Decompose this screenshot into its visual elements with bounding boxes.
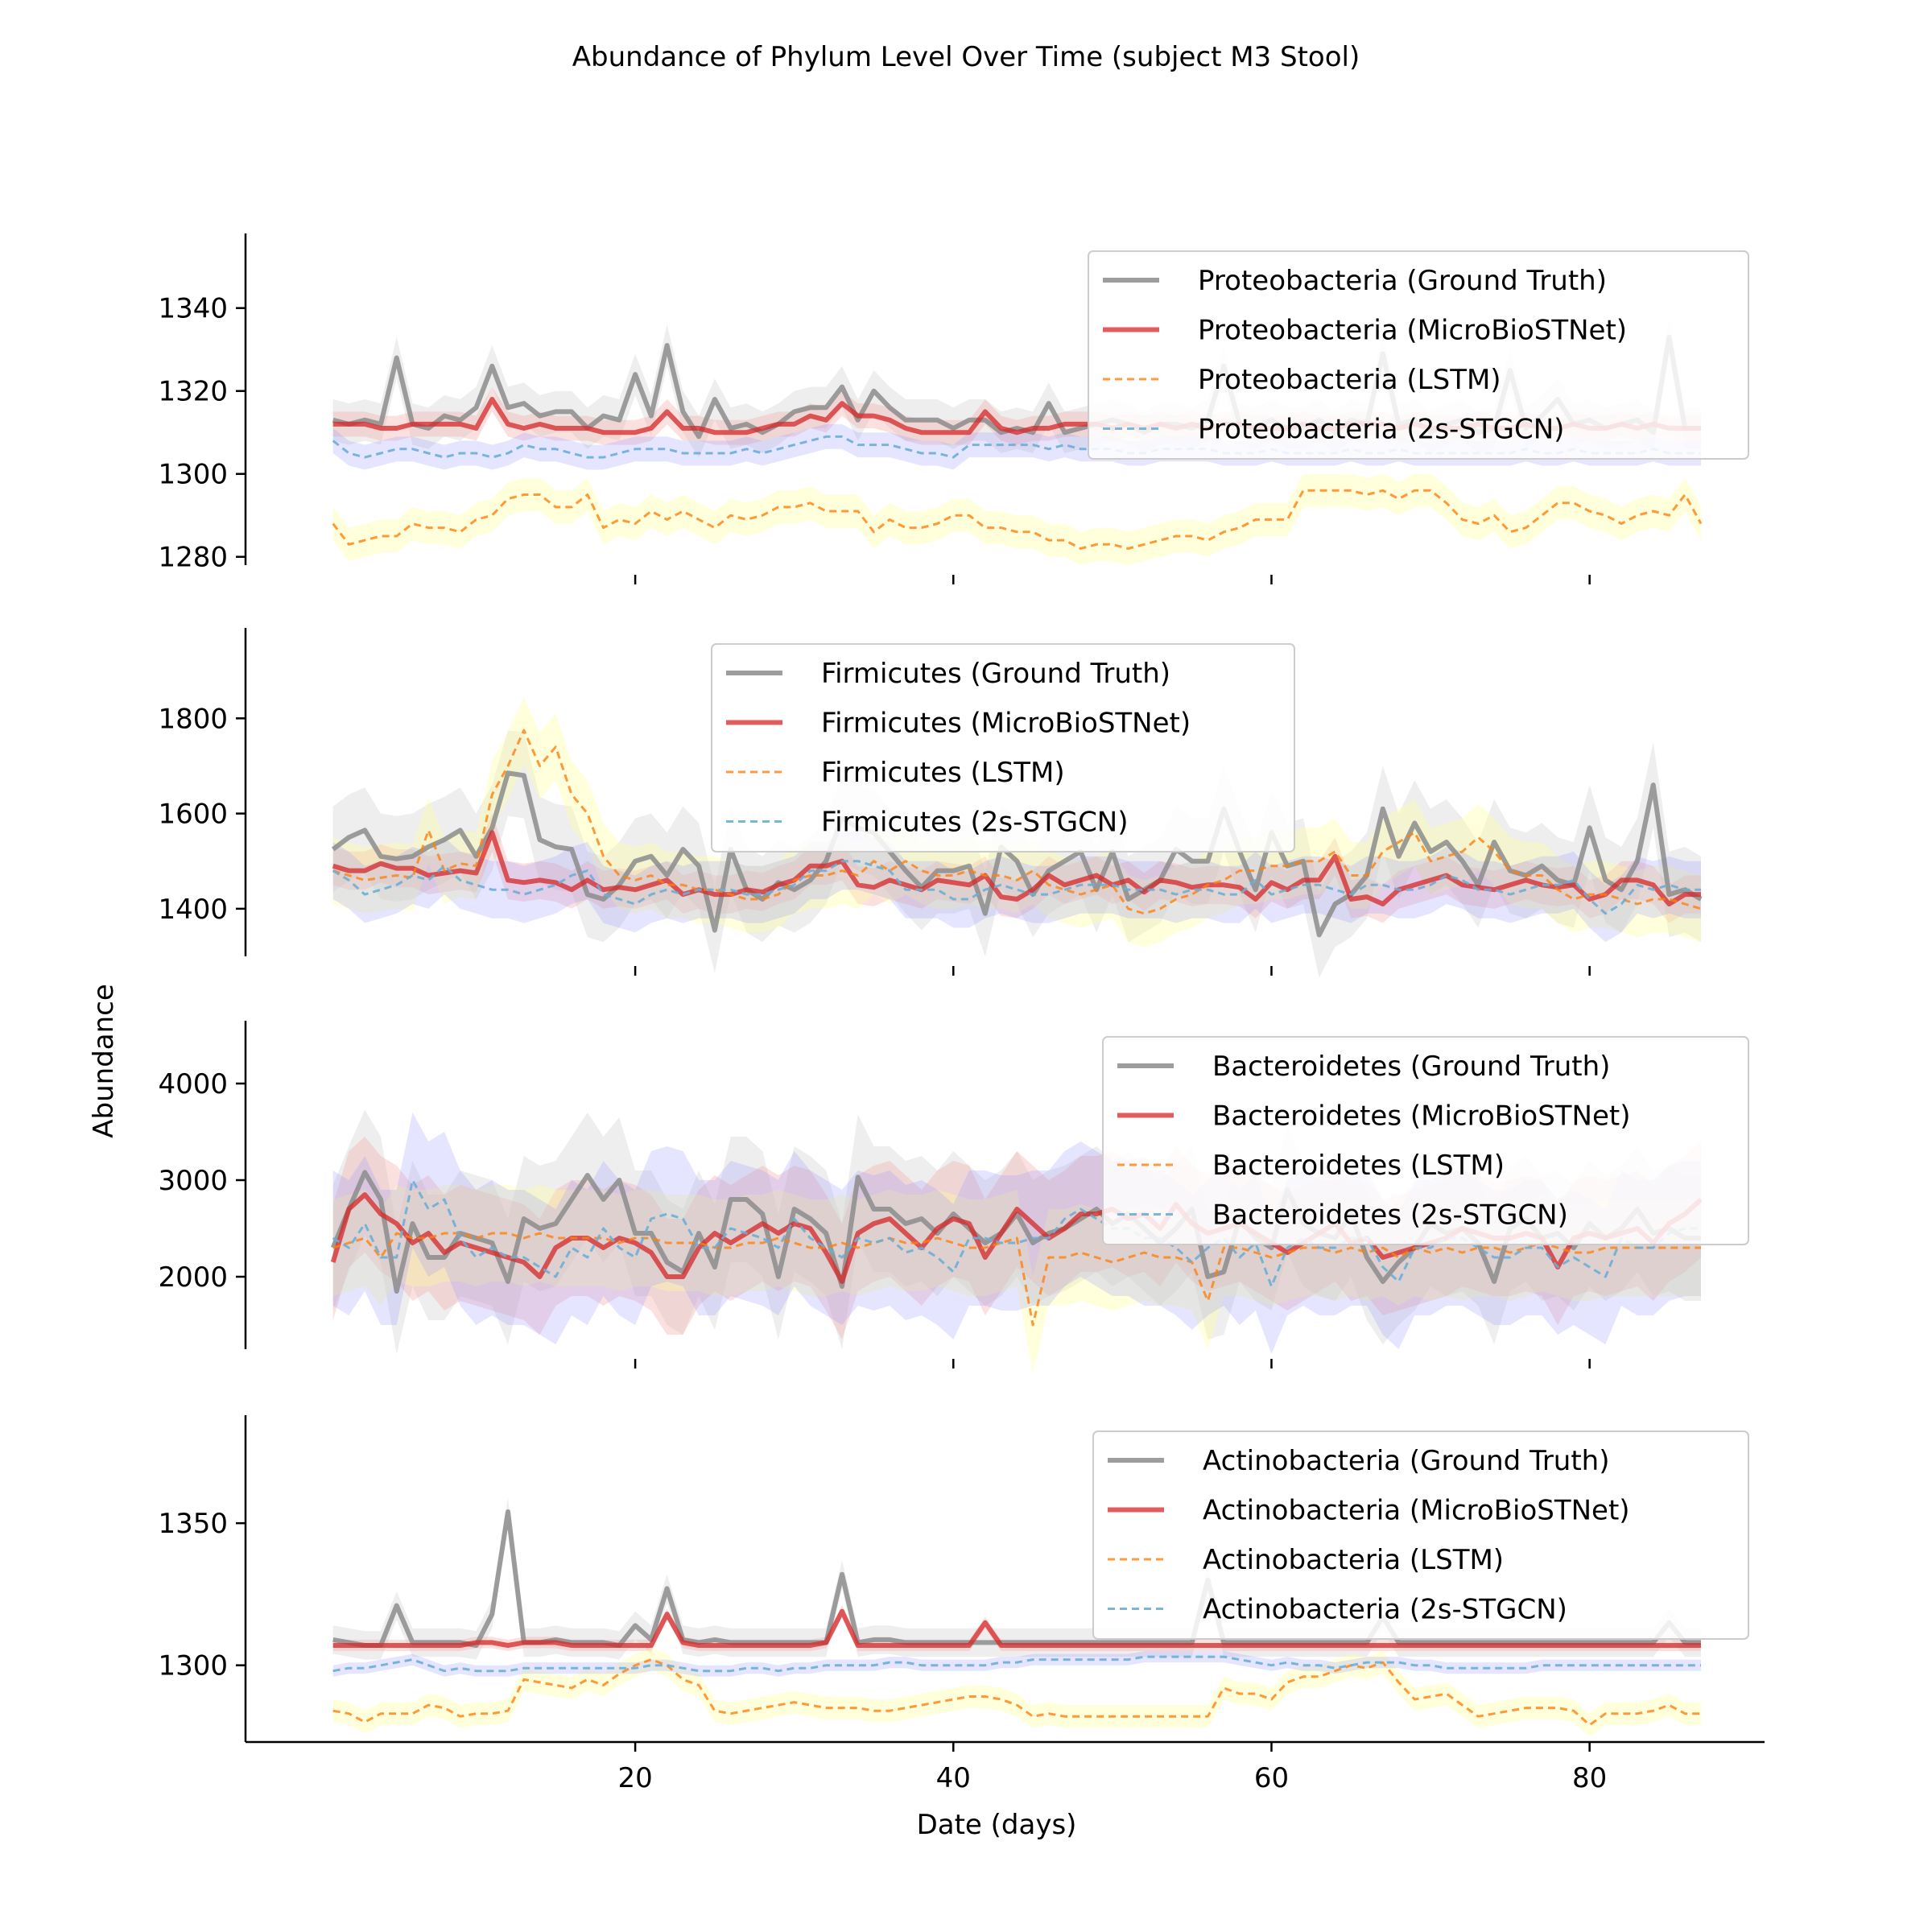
legend-bacteroidetes: Bacteroidetes (Ground Truth) Bacteroidete… [1102, 1036, 1749, 1245]
y-tick-label: 1350 [158, 1508, 228, 1540]
series-line-actinobacteria-lstm [332, 1658, 1701, 1727]
series-line-actinobacteria-microbiostnet [332, 1608, 1701, 1648]
band-actinobacteria-stgcn [332, 1651, 1702, 1677]
legend-entry: Firmicutes (MicroBioSTNet) [821, 708, 1191, 740]
legend-entry: Actinobacteria (Ground Truth) [1203, 1445, 1609, 1477]
y-tick-label: 1600 [158, 799, 228, 831]
x-tick-label: 40 [936, 1762, 971, 1794]
band-proteobacteria-lstm [332, 473, 1702, 565]
band-bacteroidetes-ground_truth [332, 1109, 1702, 1354]
legend-entry: Bacteroidetes (2s-STGCN) [1212, 1199, 1568, 1232]
panel-actinobacteria: 1300 1350 20 40 60 80 Actinobacteria (Ground T… [158, 1415, 1765, 1794]
legend-entry: Proteobacteria (2s-STGCN) [1198, 414, 1564, 446]
panel-proteobacteria: 1280 1300 1320 1340 Proteobacteria (Ground T… [158, 233, 1749, 584]
band-actinobacteria-lstm [332, 1648, 1702, 1736]
legend-entry: Bacteroidetes (LSTM) [1212, 1150, 1505, 1182]
legend-entry: Proteobacteria (LSTM) [1198, 364, 1501, 396]
legend-frame [1088, 250, 1749, 460]
series-line-firmicutes-lstm [332, 729, 1702, 915]
y-tick-label: 1280 [158, 542, 228, 574]
legend-entry: Proteobacteria (Ground Truth) [1198, 265, 1607, 297]
legend-entry: Firmicutes (Ground Truth) [821, 658, 1170, 690]
legend-entry: Actinobacteria (MicroBioSTNet) [1203, 1495, 1630, 1527]
y-tick-label: 4000 [158, 1068, 228, 1100]
legend-entry: Firmicutes (LSTM) [821, 757, 1065, 789]
legend-entry: Actinobacteria (2s-STGCN) [1203, 1594, 1567, 1626]
y-tick-label: 1300 [158, 459, 228, 491]
legend-firmicutes: Firmicutes (Ground Truth) Firmicutes (Mic… [711, 643, 1295, 852]
x-tick-label: 20 [617, 1762, 652, 1794]
y-tick-label: 1800 [158, 703, 228, 735]
x-tick-label: 80 [1572, 1762, 1607, 1794]
legend-entry: Actinobacteria (LSTM) [1203, 1544, 1504, 1576]
legend-frame [1102, 1036, 1749, 1245]
band-firmicutes-ground_truth [332, 730, 1702, 978]
y-tick-label: 2000 [158, 1261, 228, 1294]
panel-bacteroidetes: 2000 3000 4000 Bacteroidetes (Ground Truth)… [158, 1021, 1749, 1373]
legend-proteobacteria: Proteobacteria (Ground Truth) Proteobacte… [1088, 250, 1749, 460]
legend-entry: Bacteroidetes (Ground Truth) [1212, 1051, 1610, 1083]
legend-frame [1092, 1430, 1749, 1640]
y-tick-label: 1320 [158, 376, 228, 408]
series-line-proteobacteria-lstm [332, 489, 1703, 550]
y-tick-label: 1300 [158, 1650, 228, 1682]
figure-title: Abundance of Phylum Level Over Time (sub… [572, 41, 1360, 73]
subplot-panels: 1280 1300 1320 1340 Proteobacteria (Ground T… [158, 233, 1765, 1794]
series-line-actinobacteria-stgcn [332, 1655, 1701, 1673]
y-tick-label: 3000 [158, 1165, 228, 1197]
legend-actinobacteria: Actinobacteria (Ground Truth) Actinobacte… [1092, 1430, 1749, 1640]
legend-entry: Proteobacteria (MicroBioSTNet) [1198, 315, 1627, 347]
legend-frame [711, 643, 1295, 852]
x-axis-label: Date (days) [917, 1809, 1077, 1841]
legend-entry: Firmicutes (2s-STGCN) [821, 807, 1129, 839]
series-line-bacteroidetes-lstm [332, 1232, 1701, 1327]
series-line-firmicutes-stgcn [332, 860, 1701, 915]
band-firmicutes-stgcn [332, 832, 1702, 943]
legend-entry: Bacteroidetes (MicroBioSTNet) [1212, 1100, 1631, 1133]
series-line-actinobacteria-ground_truth [332, 1509, 1701, 1648]
x-tick-label: 60 [1254, 1762, 1289, 1794]
series-line-firmicutes-ground_truth [331, 770, 1703, 938]
y-tick-label: 1400 [158, 894, 228, 926]
y-tick-label: 1340 [158, 293, 228, 325]
y-axis-label: Abundance [88, 984, 120, 1138]
